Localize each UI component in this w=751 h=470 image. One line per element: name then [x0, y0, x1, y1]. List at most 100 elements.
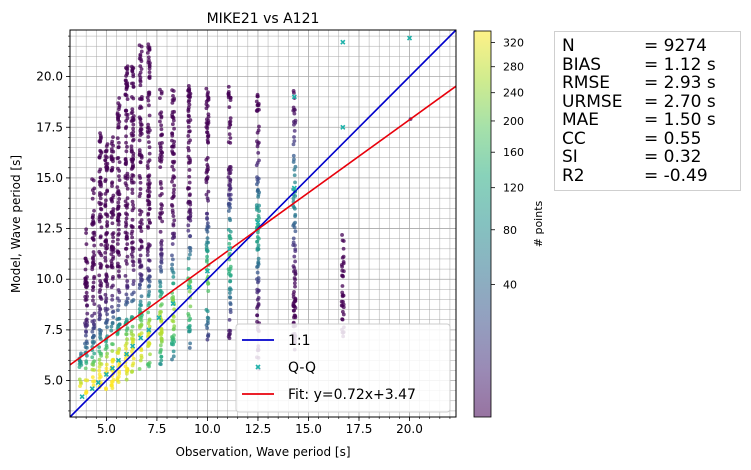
scatter-point: [103, 250, 108, 255]
scatter-point: [90, 355, 95, 360]
scatter-point: [255, 306, 259, 310]
stat-value: = 0.55: [644, 128, 702, 149]
scatter-point: [255, 230, 260, 235]
scatter-point: [117, 322, 122, 327]
scatter-point: [131, 246, 136, 251]
scatter-point: [123, 92, 128, 97]
scatter-point: [255, 109, 260, 113]
scatter-point: [104, 148, 109, 153]
scatter-point: [125, 279, 130, 283]
scatter-point: [340, 273, 345, 278]
scatter-point: [104, 246, 109, 251]
scatter-point: [205, 337, 210, 342]
scatter-point: [131, 126, 136, 131]
scatter-point: [159, 302, 164, 307]
scatter-point: [205, 229, 210, 234]
y-tick-label: 17.5: [36, 120, 63, 134]
scatter-point: [124, 377, 129, 382]
scatter-point: [84, 290, 89, 295]
scatter-point: [90, 236, 95, 241]
scatter-point: [147, 301, 152, 305]
scatter-point: [340, 255, 345, 260]
scatter-point: [147, 70, 152, 75]
qq-marker: [103, 371, 109, 378]
scatter-point: [255, 207, 259, 212]
stat-name: RMSE: [562, 73, 611, 93]
scatter-point: [187, 193, 192, 198]
qq-marker: [130, 343, 136, 349]
scatter-point: [340, 293, 345, 298]
scatter-point: [159, 358, 164, 363]
scatter-point: [116, 204, 121, 209]
y-tick-label: 20.0: [36, 70, 63, 84]
scatter-point: [124, 317, 129, 322]
scatter-point: [138, 64, 143, 68]
scatter-point: [110, 139, 115, 144]
scatter-point: [117, 197, 122, 201]
scatter-point: [85, 317, 89, 322]
scatter-point: [158, 294, 163, 299]
scatter-point: [186, 200, 191, 204]
scatter-point: [91, 383, 96, 388]
scatter-point: [98, 265, 103, 270]
scatter-point: [92, 379, 97, 384]
scatter-point: [159, 354, 164, 359]
scatter-point: [255, 92, 260, 97]
scatter-point: [125, 205, 129, 210]
scatter-point: [158, 229, 163, 234]
scatter-point: [187, 114, 191, 119]
scatter-point: [138, 126, 143, 131]
y-axis-label: Model, Wave period [s]: [9, 155, 23, 293]
scatter-point: [293, 229, 298, 234]
scatter-point: [91, 288, 95, 293]
scatter-point: [205, 254, 209, 259]
scatter-point: [92, 253, 97, 258]
scatter-point: [257, 203, 261, 208]
scatter-point: [292, 167, 297, 172]
scatter-point: [228, 167, 233, 172]
colorbar-tick-label: 160: [503, 146, 524, 159]
scatter-point: [125, 144, 129, 149]
scatter-point: [98, 331, 103, 335]
scatter-point: [109, 324, 114, 329]
scatter-point: [111, 239, 115, 244]
scatter-point: [159, 269, 164, 274]
scatter-point: [116, 140, 121, 145]
stat-name: N: [562, 36, 575, 56]
scatter-point: [92, 311, 97, 316]
scatter-point: [159, 260, 164, 265]
scatter-point: [130, 110, 135, 114]
scatter-point: [131, 81, 136, 86]
scatter-point: [123, 156, 128, 161]
scatter-point: [124, 328, 129, 333]
scatter-point: [160, 150, 165, 155]
scatter-point: [147, 63, 152, 68]
scatter-point: [139, 209, 144, 214]
scatter-point: [341, 312, 346, 317]
scatter-point: [109, 383, 114, 388]
scatter-points: [77, 42, 413, 396]
scatter-point: [146, 258, 151, 262]
scatter-point: [226, 140, 231, 145]
scatter-point: [227, 216, 232, 221]
scatter-point: [187, 168, 192, 172]
scatter-point: [117, 160, 122, 165]
scatter-point: [99, 351, 104, 356]
scatter-point: [205, 309, 210, 314]
scatter-point: [256, 213, 261, 218]
scatter-point: [84, 339, 89, 344]
scatter-point: [105, 220, 110, 224]
scatter-point: [292, 304, 296, 309]
scatter-point: [228, 264, 233, 269]
scatter-point: [110, 276, 115, 281]
scatter-point: [227, 193, 231, 198]
scatter-point: [170, 236, 175, 241]
scatter-point: [146, 321, 151, 326]
scatter-point: [171, 327, 176, 332]
scatter-point: [146, 122, 151, 127]
scatter-point: [170, 335, 174, 339]
scatter-point: [111, 212, 116, 217]
scatter-point: [84, 280, 88, 285]
scatter-point: [159, 339, 164, 344]
